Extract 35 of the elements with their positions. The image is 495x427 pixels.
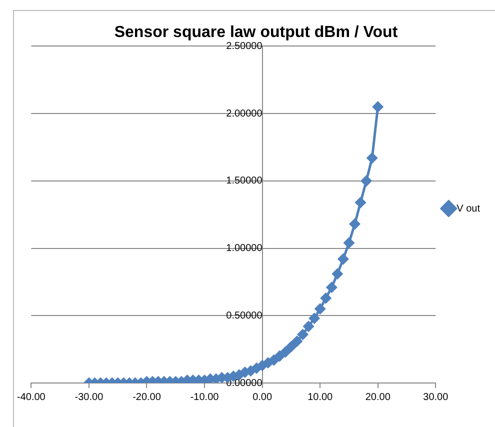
point [320, 292, 332, 304]
point [350, 218, 360, 230]
y-tick-label: 1.00000 [226, 243, 263, 254]
point [344, 238, 354, 248]
point [286, 341, 296, 352]
point [309, 313, 320, 324]
point [298, 329, 308, 340]
point [372, 102, 384, 112]
point [314, 304, 326, 314]
point [332, 268, 343, 280]
x-tick-label: -40.00 [17, 392, 46, 403]
point [280, 346, 291, 358]
point [251, 362, 262, 374]
point [268, 354, 280, 366]
x-tick-label: -30.00 [74, 392, 104, 403]
y-tick-label: 2.50000 [226, 40, 263, 52]
x-tick-label: -20.00 [132, 392, 162, 403]
legend-label: V out [456, 203, 480, 214]
x-tick-label: 30.00 [423, 392, 449, 403]
chart-title: Sensor square law output dBm / Vout [114, 24, 398, 42]
point [366, 152, 378, 164]
point [338, 254, 348, 264]
x-tick-label: 10.00 [308, 392, 334, 403]
y-tick-label: 2.00000 [226, 108, 263, 120]
point [361, 176, 372, 186]
point [274, 350, 285, 362]
point [355, 197, 366, 208]
point [326, 282, 337, 293]
x-tick-label: 0.00 [252, 392, 272, 403]
point [303, 321, 314, 332]
x-tick-label: 20.00 [365, 392, 391, 403]
point [292, 336, 302, 346]
y-tick-label: 1.50000 [226, 176, 263, 187]
x-tick-label: -10.00 [190, 392, 220, 403]
y-tick-label: 0.50000 [226, 310, 263, 322]
